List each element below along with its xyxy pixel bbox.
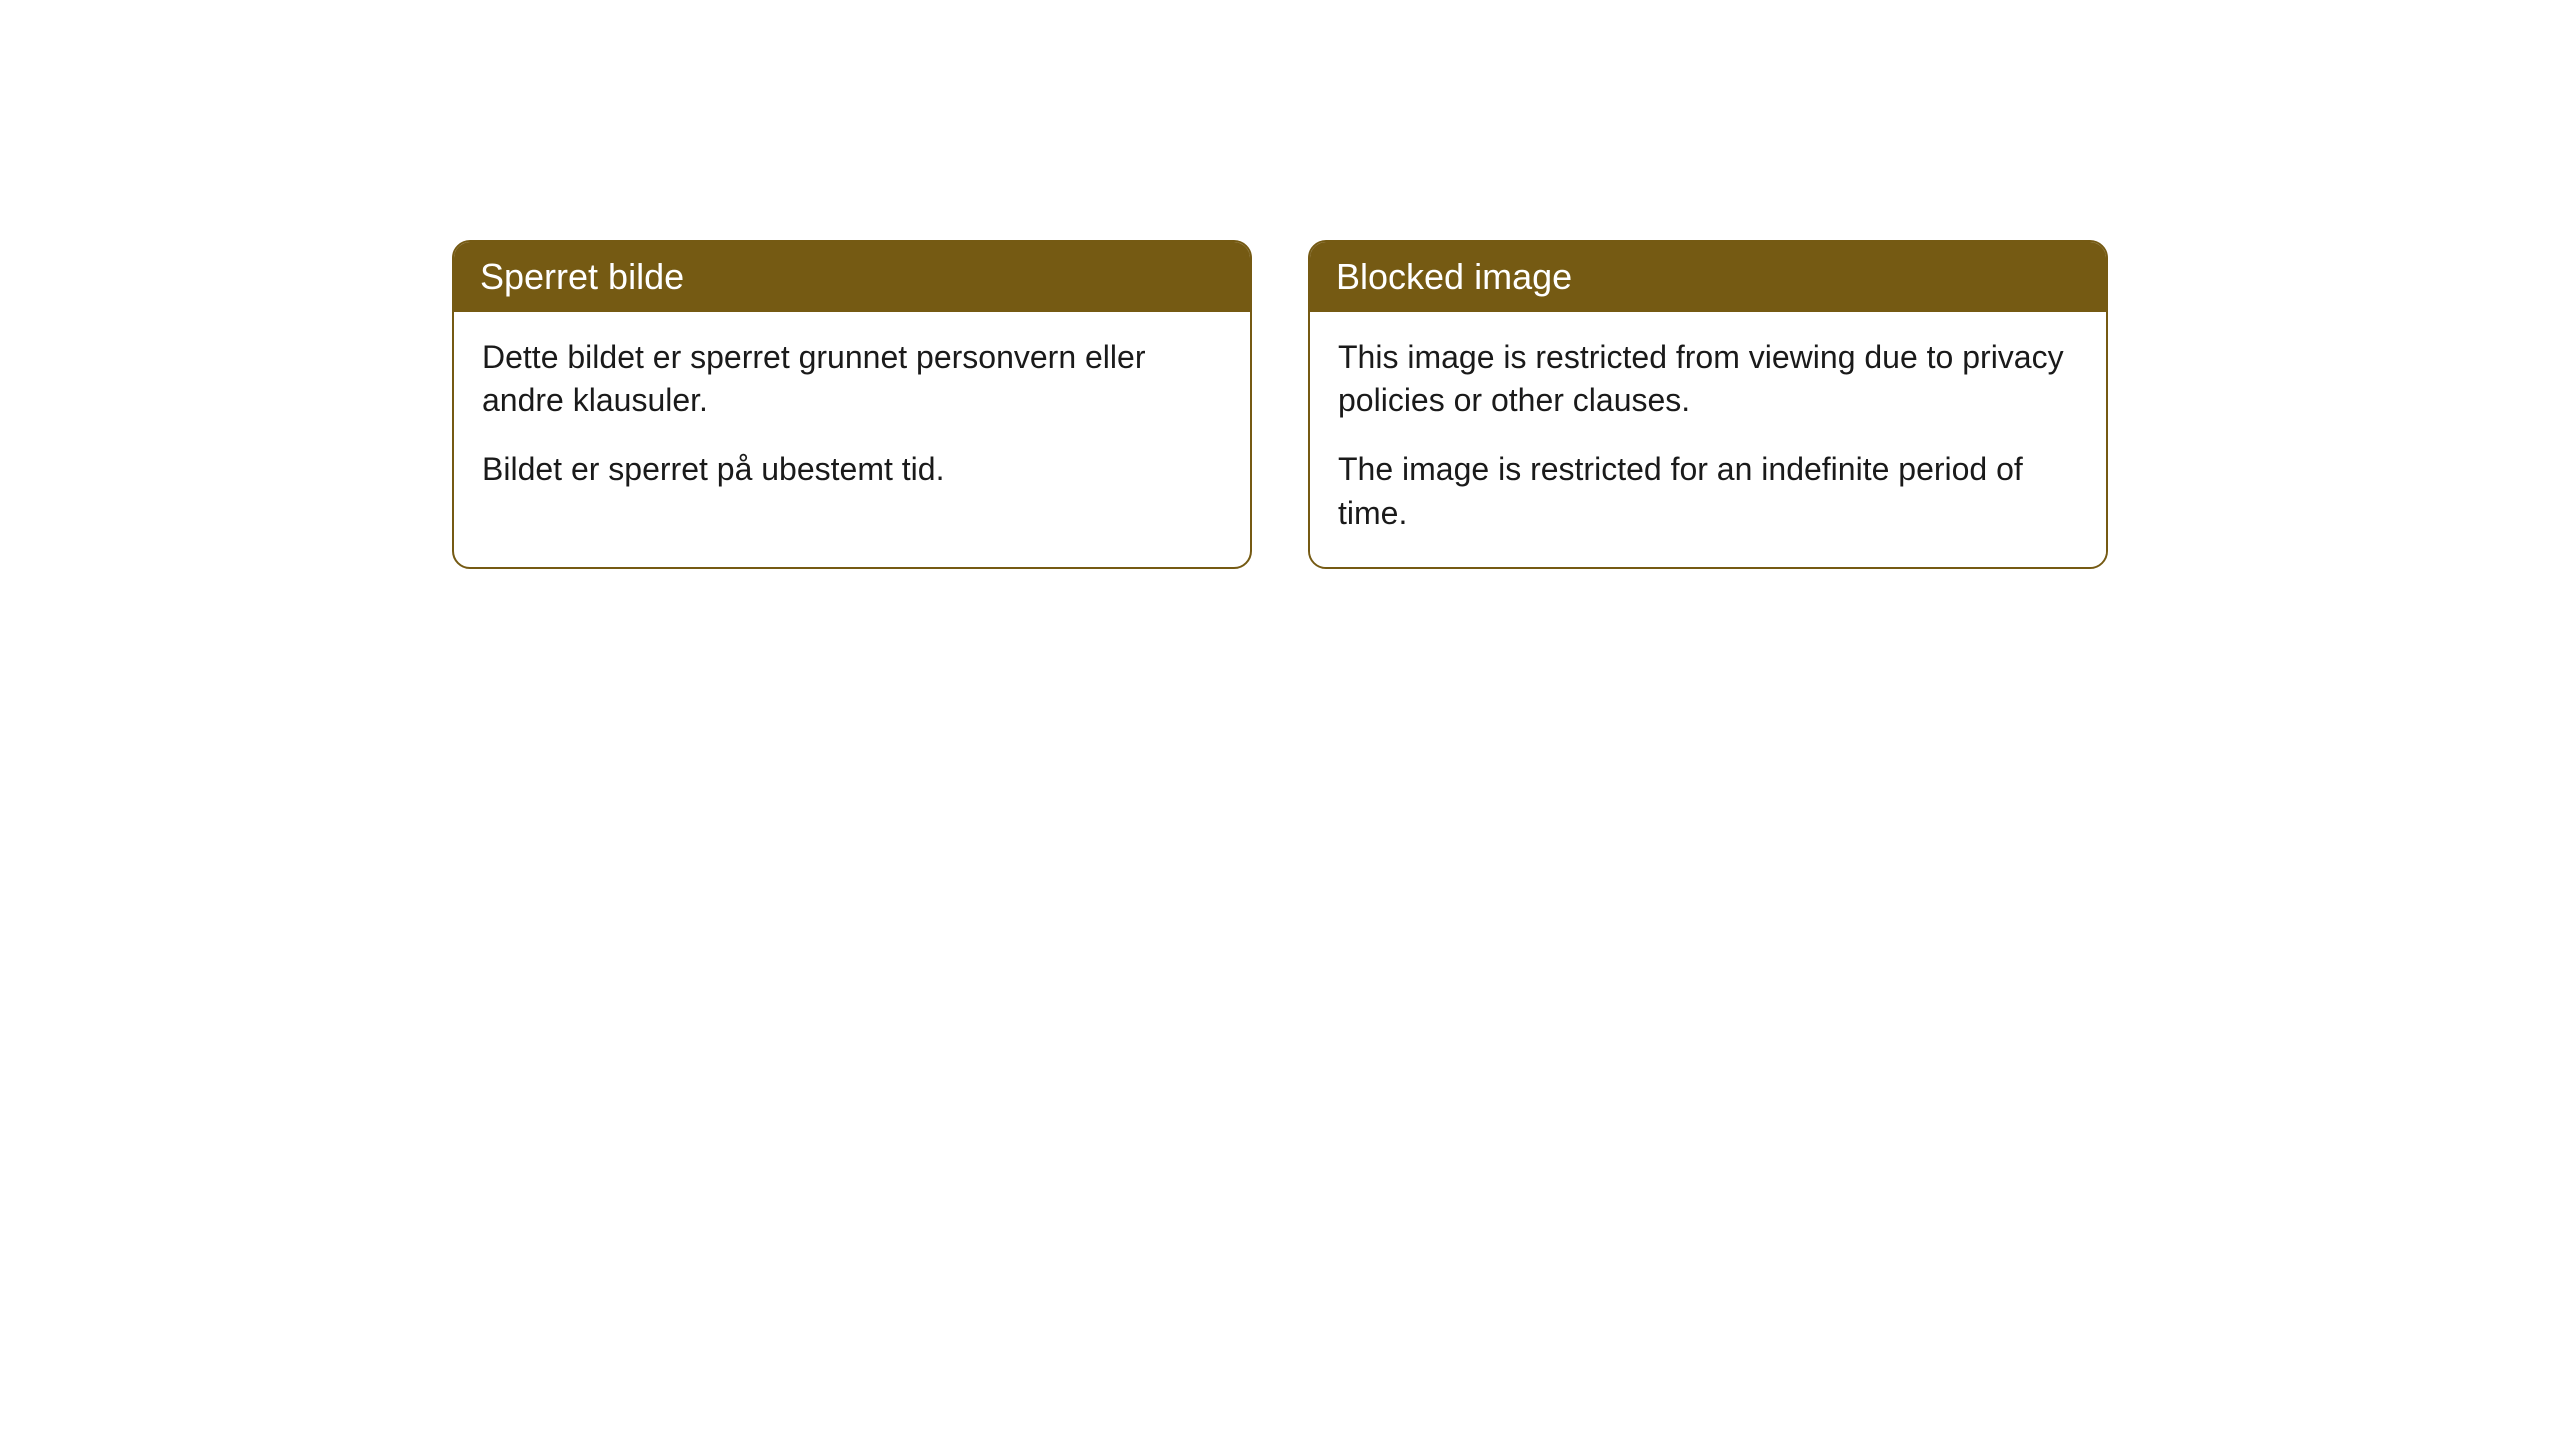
notice-title-norwegian: Sperret bilde	[480, 256, 684, 297]
notice-container: Sperret bilde Dette bildet er sperret gr…	[452, 240, 2108, 569]
notice-header-norwegian: Sperret bilde	[454, 242, 1250, 312]
notice-card-norwegian: Sperret bilde Dette bildet er sperret gr…	[452, 240, 1252, 569]
notice-header-english: Blocked image	[1310, 242, 2106, 312]
notice-body-norwegian: Dette bildet er sperret grunnet personve…	[454, 312, 1250, 524]
notice-paragraph-1-norwegian: Dette bildet er sperret grunnet personve…	[482, 336, 1222, 422]
notice-body-english: This image is restricted from viewing du…	[1310, 312, 2106, 567]
notice-paragraph-2-norwegian: Bildet er sperret på ubestemt tid.	[482, 448, 1222, 491]
notice-title-english: Blocked image	[1336, 256, 1572, 297]
notice-card-english: Blocked image This image is restricted f…	[1308, 240, 2108, 569]
notice-paragraph-1-english: This image is restricted from viewing du…	[1338, 336, 2078, 422]
notice-paragraph-2-english: The image is restricted for an indefinit…	[1338, 448, 2078, 534]
